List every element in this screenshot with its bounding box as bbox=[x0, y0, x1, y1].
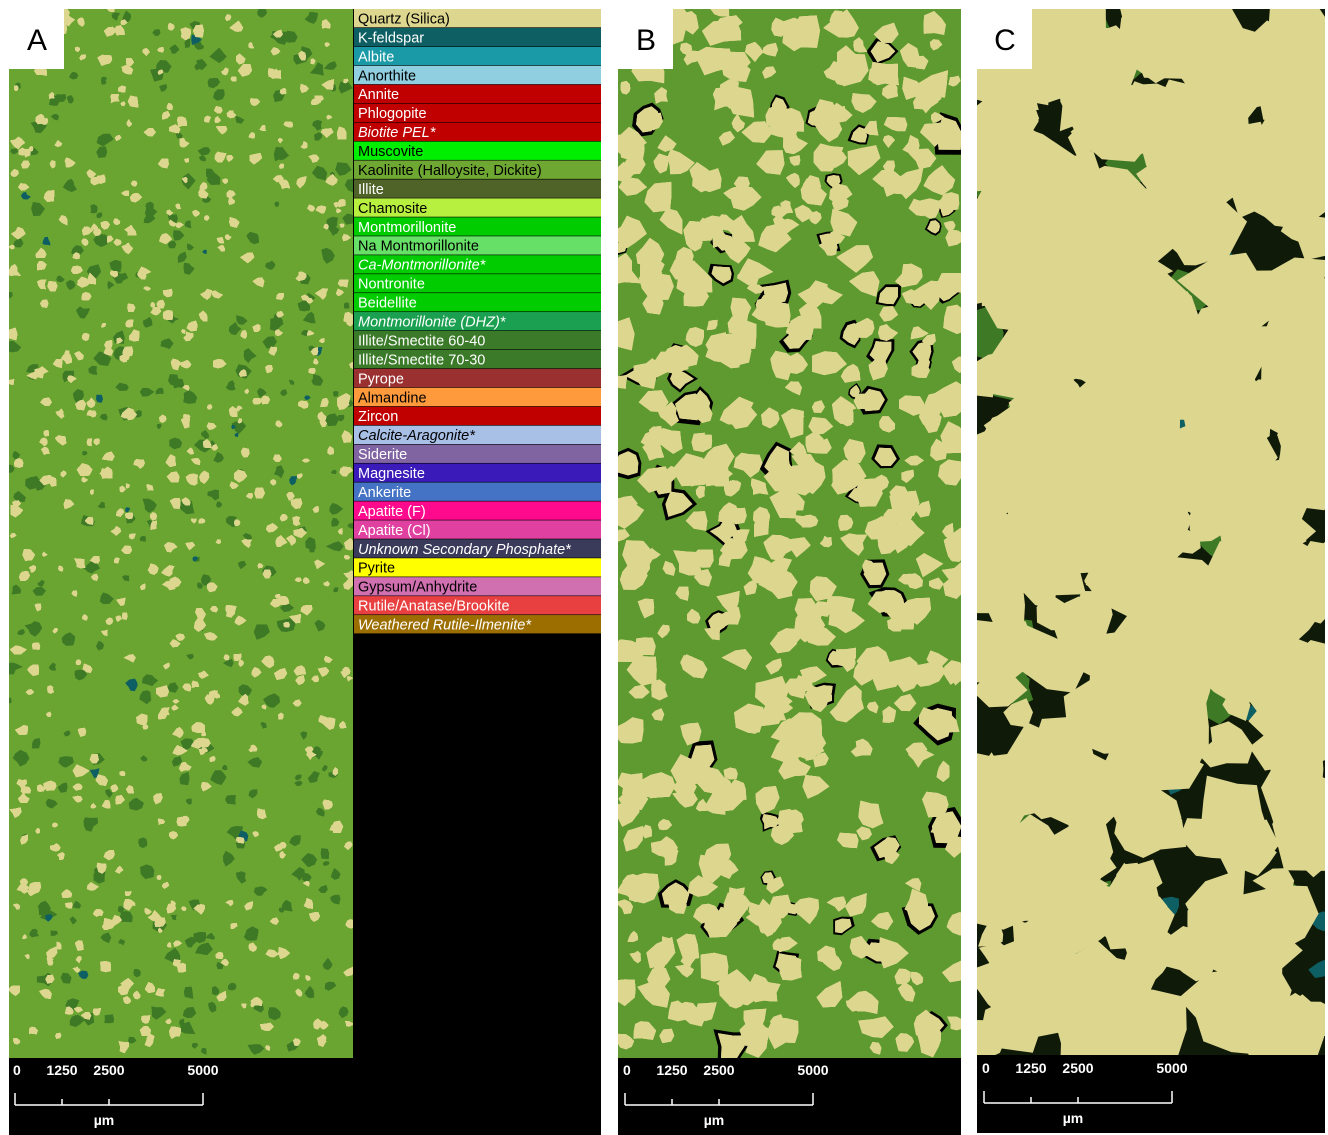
grain bbox=[138, 837, 147, 848]
mineral-map-a bbox=[5, 5, 360, 1059]
grain bbox=[173, 379, 185, 389]
grain bbox=[321, 848, 330, 859]
figure: Quartz (Silica)K-feldsparAlbiteAnorthite… bbox=[0, 0, 1328, 1135]
grain bbox=[104, 1014, 114, 1023]
grain bbox=[333, 391, 339, 397]
